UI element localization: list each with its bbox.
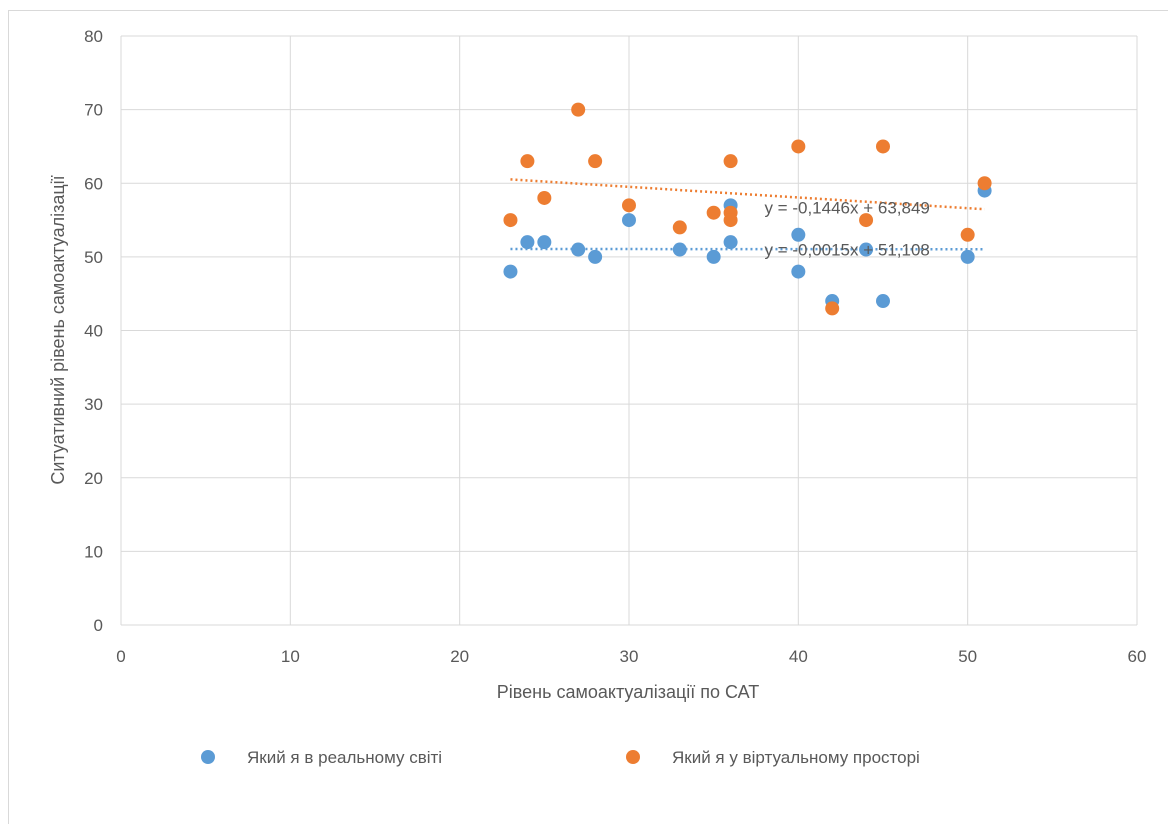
x-tick-label: 10 <box>281 647 300 666</box>
data-point-series-1 <box>520 154 535 169</box>
data-point-series-0 <box>537 235 552 250</box>
data-point-series-1 <box>977 176 992 191</box>
data-point-series-1 <box>588 154 603 169</box>
data-point-series-1 <box>876 139 890 154</box>
data-point-series-0 <box>588 249 603 264</box>
x-tick-label: 40 <box>789 647 808 666</box>
y-tick-label: 30 <box>84 395 103 414</box>
x-axis-title: Рівень самоактуалізації по САТ <box>497 682 759 702</box>
data-point-series-0 <box>791 264 806 279</box>
y-tick-label: 70 <box>84 101 103 120</box>
trendline-equation-1: y = -0,1446x + 63,849 <box>764 198 929 217</box>
data-point-series-0 <box>723 235 738 250</box>
data-point-series-0 <box>876 294 890 309</box>
data-point-series-0 <box>571 242 586 257</box>
legend-marker-virtual <box>626 750 640 764</box>
x-tick-label: 30 <box>620 647 639 666</box>
y-tick-label: 40 <box>84 322 103 341</box>
y-axis-ticks: 0 10 20 30 40 50 60 70 80 <box>84 27 103 635</box>
y-tick-label: 20 <box>84 469 103 488</box>
legend-label-real: Який я в реальному світі <box>247 748 442 767</box>
data-point-series-1 <box>571 102 586 117</box>
data-point-series-0 <box>791 227 806 242</box>
chart-frame <box>8 10 1168 824</box>
trendline-equations: y = -0,0015x + 51,108 y = -0,1446x + 63,8… <box>764 198 929 259</box>
data-point-series-1 <box>723 213 738 228</box>
legend-marker-real <box>201 750 215 764</box>
y-tick-label: 0 <box>94 616 103 635</box>
data-point-series-1 <box>723 154 738 169</box>
data-points <box>503 102 992 316</box>
data-point-series-1 <box>859 213 874 228</box>
data-point-series-0 <box>503 264 518 279</box>
data-point-series-1 <box>672 220 687 235</box>
data-point-series-0 <box>622 213 636 228</box>
data-point-series-0 <box>960 249 975 264</box>
trendline-1 <box>510 178 985 211</box>
trendline-equation-0: y = -0,0015x + 51,108 <box>764 240 929 259</box>
data-point-series-1 <box>960 227 975 242</box>
gridlines <box>120 35 1138 626</box>
y-tick-label: 50 <box>84 248 103 267</box>
x-axis-ticks: 0 10 20 30 40 50 60 <box>116 647 1146 666</box>
x-tick-label: 0 <box>116 647 125 666</box>
data-point-series-0 <box>672 242 687 257</box>
y-tick-label: 60 <box>84 174 103 193</box>
y-tick-label: 10 <box>84 542 103 561</box>
data-point-series-1 <box>791 139 806 154</box>
data-point-series-0 <box>706 249 721 264</box>
trendlines <box>510 178 985 251</box>
data-point-series-1 <box>825 301 840 316</box>
x-tick-label: 20 <box>450 647 469 666</box>
data-point-series-1 <box>622 198 636 213</box>
data-point-series-1 <box>706 205 721 220</box>
data-point-series-1 <box>537 190 552 205</box>
x-tick-label: 50 <box>958 647 977 666</box>
data-point-series-1 <box>503 213 518 228</box>
legend-label-virtual: Який я у віртуальному просторі <box>672 748 920 767</box>
data-point-series-0 <box>520 235 535 250</box>
legend: Який я в реальному світі Який я у віртуа… <box>201 748 920 767</box>
y-tick-label: 80 <box>84 27 103 46</box>
y-axis-title: Ситуативний рівень самоактуалізації <box>48 175 68 484</box>
x-tick-label: 60 <box>1128 647 1147 666</box>
data-point-series-0 <box>859 242 874 257</box>
